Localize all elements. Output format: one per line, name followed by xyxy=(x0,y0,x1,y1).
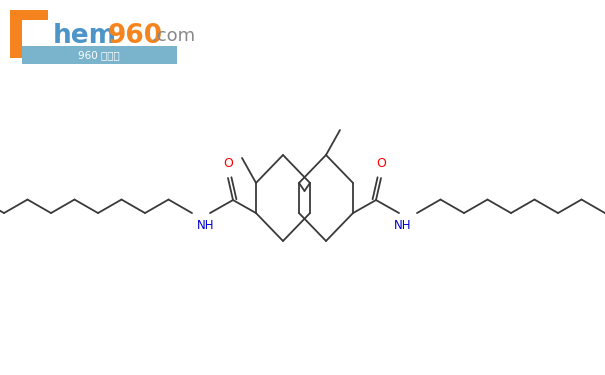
Text: 960 化工网: 960 化工网 xyxy=(78,50,120,60)
Text: .com: .com xyxy=(151,27,195,45)
Text: 960: 960 xyxy=(108,23,163,49)
Text: hem: hem xyxy=(53,23,117,49)
Text: O: O xyxy=(376,157,386,170)
Polygon shape xyxy=(10,10,48,58)
Text: NH: NH xyxy=(197,219,215,232)
Text: NH: NH xyxy=(394,219,412,232)
Bar xyxy=(22,46,177,64)
Text: O: O xyxy=(223,157,233,170)
